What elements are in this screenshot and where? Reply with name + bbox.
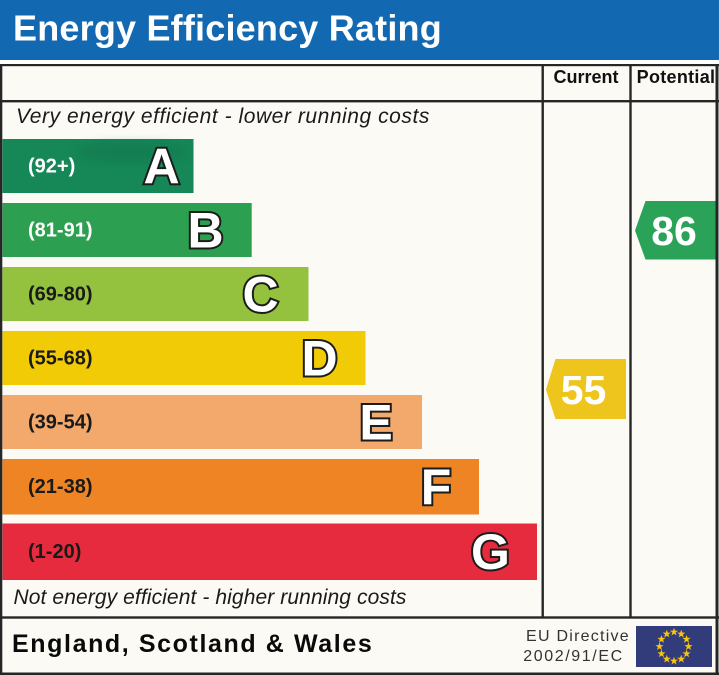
svg-text:C: C [242, 267, 278, 323]
svg-text:Very energy efficient - lower: Very energy efficient - lower running co… [16, 105, 430, 128]
svg-text:(81-91): (81-91) [28, 220, 92, 242]
svg-text:(55-68): (55-68) [28, 348, 92, 370]
svg-text:(1-20): (1-20) [28, 541, 81, 563]
svg-text:(39-54): (39-54) [28, 412, 92, 434]
svg-text:B: B [187, 203, 223, 259]
svg-text:(69-80): (69-80) [28, 284, 92, 306]
svg-text:A: A [143, 139, 179, 195]
svg-text:F: F [421, 459, 452, 515]
svg-text:Not energy efficient - higher: Not energy efficient - higher running co… [14, 586, 407, 609]
svg-text:55: 55 [561, 367, 607, 413]
svg-text:2002/91/EC: 2002/91/EC [523, 648, 624, 665]
svg-text:(92+): (92+) [28, 156, 75, 178]
svg-text:(21-38): (21-38) [28, 476, 92, 498]
svg-text:England, Scotland & Wales: England, Scotland & Wales [12, 630, 373, 658]
svg-text:EU Directive: EU Directive [526, 628, 630, 645]
svg-text:D: D [301, 331, 337, 387]
svg-text:Energy Efficiency Rating: Energy Efficiency Rating [13, 8, 442, 49]
svg-text:E: E [359, 395, 392, 451]
svg-text:86: 86 [651, 208, 697, 254]
svg-text:Potential: Potential [637, 67, 716, 87]
svg-text:G: G [471, 524, 510, 580]
svg-text:Current: Current [553, 67, 618, 87]
